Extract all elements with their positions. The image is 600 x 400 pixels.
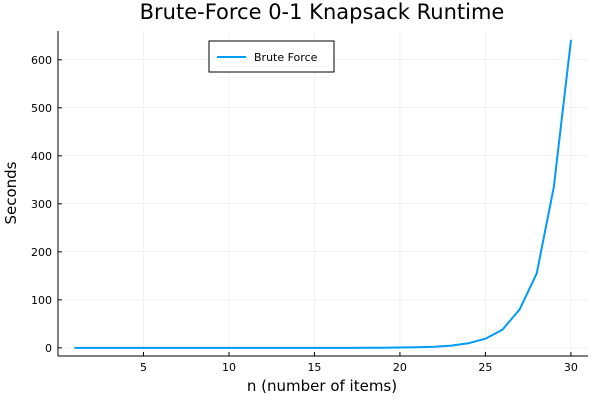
x-tick-label: 25 — [478, 361, 492, 374]
grid — [58, 31, 588, 356]
y-tick-label: 600 — [31, 54, 52, 67]
x-tick-label: 20 — [393, 361, 407, 374]
x-tick-label: 15 — [307, 361, 321, 374]
x-tick-label: 30 — [564, 361, 578, 374]
y-tick-label: 300 — [31, 198, 52, 211]
legend: Brute Force — [208, 40, 335, 73]
y-tick-label: 200 — [31, 246, 52, 259]
series-line — [74, 39, 572, 349]
x-axis-label: n (number of items) — [247, 377, 397, 395]
axes — [57, 31, 588, 357]
y-tick-label: 400 — [31, 150, 52, 163]
x-tick-label: 10 — [222, 361, 236, 374]
chart-title: Brute-Force 0-1 Knapsack Runtime — [140, 0, 505, 24]
x-tick-label: 5 — [140, 361, 147, 374]
y-axis-label: Seconds — [2, 161, 20, 224]
y-tick-label: 100 — [31, 294, 52, 307]
y-tick-label: 500 — [31, 102, 52, 115]
series — [74, 39, 572, 349]
legend-label: Brute Force — [254, 51, 318, 64]
y-tick-label: 0 — [45, 342, 52, 355]
